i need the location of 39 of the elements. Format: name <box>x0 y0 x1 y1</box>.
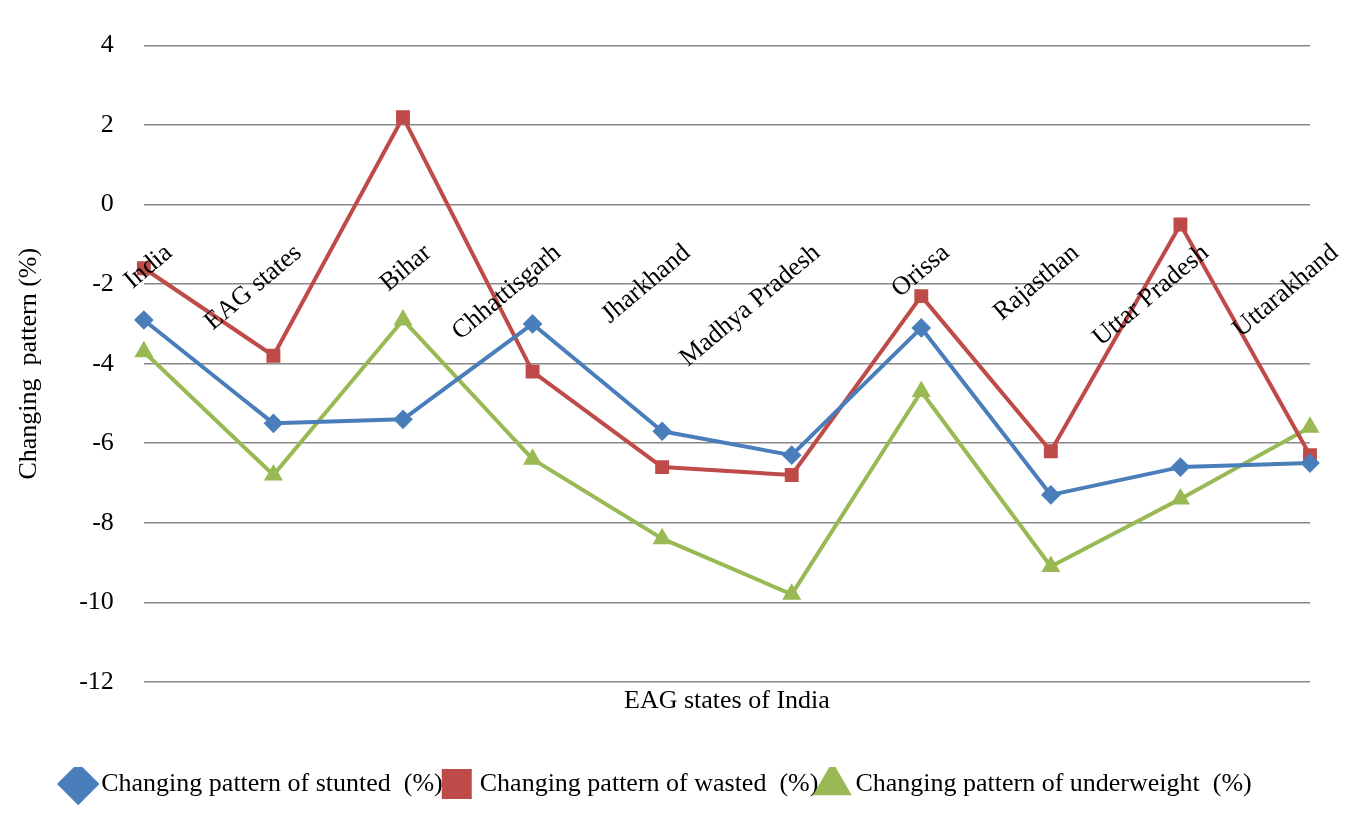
y-tick-label: -10 <box>79 586 114 616</box>
point <box>524 450 541 465</box>
legend-label: Changing pattern of underweight (%) <box>855 767 1252 797</box>
y-tick-label: -6 <box>92 427 114 457</box>
point <box>784 468 799 482</box>
point <box>912 318 931 337</box>
y-tick-label: 4 <box>100 29 114 59</box>
point <box>1042 557 1059 572</box>
legend-label: Changing pattern of stunted (%) <box>101 767 443 797</box>
point <box>782 446 801 465</box>
y-tick-label: 0 <box>100 188 114 218</box>
point <box>1301 454 1319 473</box>
point <box>525 364 540 379</box>
y-axis-title: Changing pattern (%) <box>13 247 43 480</box>
point <box>264 414 283 433</box>
point <box>1043 444 1058 459</box>
y-tick-label: -12 <box>79 665 114 695</box>
y-tick-label: 2 <box>100 108 114 138</box>
point <box>1173 217 1188 232</box>
legend-label: Changing pattern of wasted (%) <box>479 767 819 797</box>
point <box>394 310 412 326</box>
point <box>134 310 153 329</box>
x-tick-label: India <box>117 236 178 294</box>
point <box>783 585 800 600</box>
y-tick-label: -2 <box>92 268 114 297</box>
y-tick-label: -8 <box>92 506 114 536</box>
point <box>266 348 281 363</box>
point <box>1041 485 1060 504</box>
point <box>396 110 410 125</box>
y-tick-label: -4 <box>92 347 114 377</box>
point <box>1172 489 1189 505</box>
point <box>652 527 671 545</box>
point <box>1171 458 1190 477</box>
point <box>653 422 672 441</box>
point <box>655 460 670 475</box>
point <box>394 410 412 429</box>
point <box>1301 418 1319 433</box>
point <box>265 466 282 481</box>
x-axis-title: EAG states of India <box>624 685 831 715</box>
